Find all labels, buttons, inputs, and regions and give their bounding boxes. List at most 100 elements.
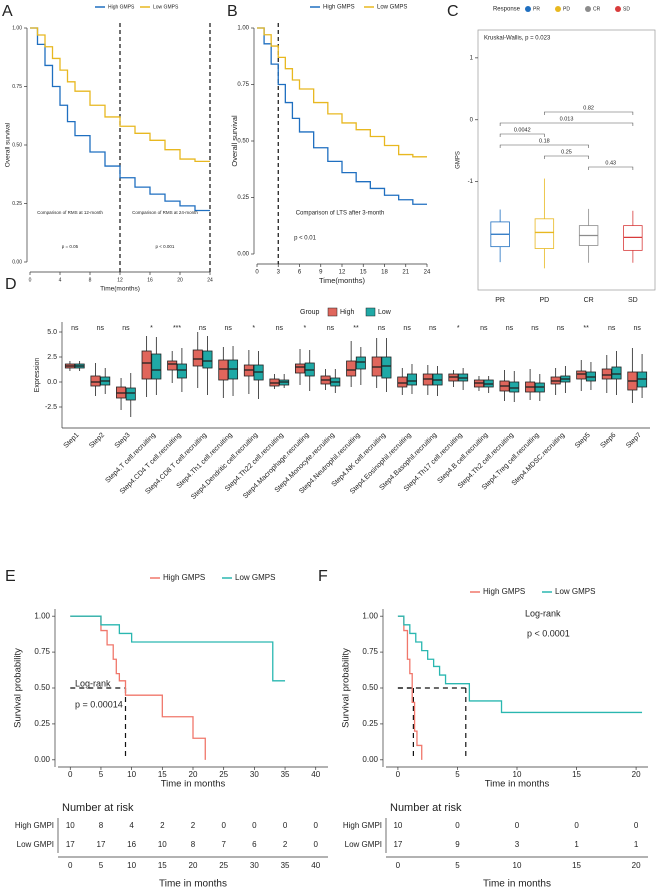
x-tick-label: Step4.T cell.recruiting [104, 432, 157, 485]
risk-count: 1 [574, 840, 579, 849]
legend-swatch [555, 6, 561, 12]
legend-label: CR [593, 6, 601, 12]
y-tick-label: 0.25 [12, 201, 22, 207]
y-tick-label: -2.5 [45, 404, 57, 411]
x-tick-label: 0 [68, 770, 73, 779]
x-tick-label: 8 [89, 277, 92, 283]
risk-x-axis-title: Time in months [159, 879, 227, 890]
risk-row-label: High GMPI [343, 821, 382, 830]
comparison-bracket [499, 122, 634, 126]
legend-title: Response [493, 7, 521, 13]
risk-x-tick-label: 40 [311, 861, 320, 870]
risk-x-tick-label: 0 [396, 861, 401, 870]
risk-count: 17 [66, 840, 75, 849]
legend-label: Low GMPS [235, 573, 275, 582]
box [576, 370, 587, 380]
y-tick-label: 0.50 [362, 683, 378, 692]
significance-label: ns [608, 325, 616, 332]
x-tick-label: Step4.B cell.recruiting [436, 432, 489, 485]
risk-x-tick-label: 10 [513, 861, 522, 870]
box [218, 359, 229, 381]
risk-count: 8 [99, 821, 104, 830]
y-tick-label: 0.50 [34, 683, 50, 692]
box [202, 350, 213, 369]
x-tick-label: 35 [281, 770, 290, 779]
y-tick-label: 1.00 [12, 25, 22, 31]
panel-letter: B [227, 3, 238, 20]
y-tick-label: 0 [470, 117, 474, 123]
y-tick-label: 1 [470, 55, 474, 61]
box [346, 360, 357, 377]
y-tick-label: 5.0 [47, 329, 57, 336]
x-tick-label: 16 [147, 277, 153, 283]
significance-label: * [457, 325, 460, 332]
box [406, 373, 417, 386]
risk-count: 0 [314, 840, 319, 849]
legend-swatch [365, 307, 376, 317]
x-tick-label: Step1 [63, 432, 81, 450]
y-tick-label: 1.00 [362, 611, 378, 620]
annotation: p = 0.00014 [75, 699, 123, 709]
significance-label: ns [429, 325, 437, 332]
significance-label: ns [97, 325, 105, 332]
x-tick-label: 9 [319, 270, 323, 276]
x-axis-title: Time in months [485, 779, 550, 790]
box [381, 356, 392, 379]
y-tick-label: 0.25 [237, 195, 249, 201]
risk-row-label: High GMPI [15, 821, 54, 830]
legend-label: Low GMPS [555, 587, 595, 596]
significance-label: ns [71, 325, 79, 332]
y-axis-title: Expression [34, 358, 41, 393]
significance-label: ns [403, 325, 411, 332]
panel-letter: A [2, 3, 13, 20]
x-tick-label: 24 [207, 277, 213, 283]
x-tick-label: 18 [381, 270, 388, 276]
significance-label: ns [276, 325, 284, 332]
legend-label: High GMPS [323, 5, 355, 11]
legend-label: Low GMPS [153, 4, 179, 10]
legend-title: Group [300, 309, 320, 316]
y-axis-title: Overall survival [5, 122, 12, 167]
risk-table-title: Number at risk [390, 802, 462, 814]
risk-x-tick-label: 5 [455, 861, 460, 870]
box [176, 363, 187, 379]
risk-x-tick-label: 20 [189, 861, 198, 870]
risk-count: 3 [515, 840, 520, 849]
annotation: p < 0.01 [294, 236, 317, 242]
risk-x-tick-label: 35 [281, 861, 290, 870]
survival-curve [30, 27, 210, 163]
y-axis-title: Survival probability [13, 648, 24, 728]
y-tick-label: 1.00 [237, 26, 249, 32]
box [534, 218, 555, 249]
box [167, 360, 178, 371]
annotation: Comparison of LTS after 3-month [296, 211, 385, 217]
survival-curve [70, 615, 286, 682]
risk-x-tick-label: 10 [127, 861, 136, 870]
x-tick-label: Step4.MDSC.recruiting [511, 432, 567, 488]
survival-curve [257, 27, 427, 205]
risk-count: 8 [191, 840, 196, 849]
annotation: p = 0.05 [62, 244, 79, 249]
box [355, 356, 366, 370]
comparison-bracket [544, 111, 634, 115]
y-tick-label: 0.25 [34, 719, 50, 728]
box [151, 353, 162, 380]
comparison-label: 0.43 [605, 160, 616, 166]
significance-label: * [252, 325, 255, 332]
x-tick-label: 0 [396, 770, 401, 779]
x-tick-label: Step7 [625, 432, 643, 450]
comparison-label: 0.25 [561, 149, 572, 155]
x-axis-title: Time(months) [319, 276, 365, 285]
x-tick-label: 6 [298, 270, 302, 276]
significance-label: *** [173, 325, 181, 332]
x-tick-label: 10 [127, 770, 136, 779]
x-tick-label: 15 [572, 770, 581, 779]
x-tick-label: 15 [360, 270, 367, 276]
risk-count: 7 [221, 840, 226, 849]
annotation: p < 0.0001 [527, 628, 570, 638]
annotation: Comparison of RMS at 24-month [132, 210, 198, 215]
significance-label: * [150, 325, 153, 332]
risk-count: 16 [127, 840, 136, 849]
risk-count: 17 [97, 840, 106, 849]
risk-count: 17 [393, 840, 402, 849]
